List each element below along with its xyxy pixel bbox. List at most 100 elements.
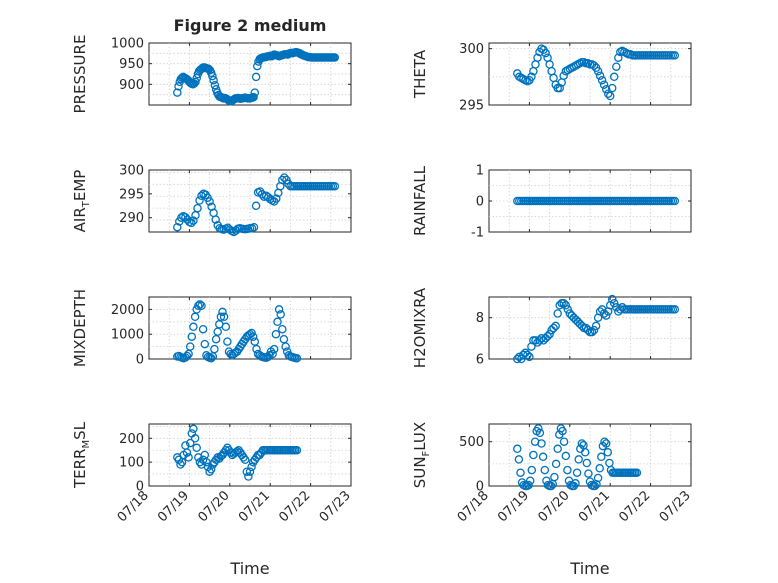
data-point	[513, 444, 522, 454]
data-point	[248, 332, 258, 341]
y-axis-label: SUNFLUX	[411, 422, 432, 488]
x-tick-label: 07/23	[317, 488, 354, 525]
data-point	[592, 479, 601, 489]
data-point	[249, 222, 259, 232]
data-point	[182, 448, 192, 457]
data-point	[577, 439, 587, 448]
y-tick-label: 0	[476, 195, 484, 210]
data-point	[292, 445, 302, 455]
data-point	[535, 428, 545, 438]
data-point	[274, 305, 284, 314]
data-point	[271, 329, 281, 339]
data-point	[607, 83, 617, 93]
data-point	[192, 443, 201, 453]
data-point	[173, 222, 182, 232]
data-point	[292, 354, 302, 363]
data-point	[250, 337, 260, 346]
data-point	[561, 301, 571, 310]
x-tick-label: 07/22	[616, 488, 653, 525]
subplot-rainfall: -1 0 1 RAINFALL	[411, 164, 692, 241]
y-tick-label: 1000	[111, 328, 144, 343]
data-point	[525, 352, 534, 362]
data-point	[559, 437, 569, 446]
data-point	[582, 458, 592, 468]
y-axis-label: MIXDEPTH	[71, 289, 89, 367]
data-point	[558, 426, 567, 436]
data-point	[561, 451, 571, 461]
data-point	[198, 324, 208, 334]
x-tick-label: 07/23	[657, 488, 694, 525]
data-point	[534, 424, 543, 433]
y-tick-label: 295	[119, 187, 144, 202]
data-point	[211, 215, 220, 224]
data-point	[533, 53, 542, 62]
data-point	[513, 354, 522, 364]
data-point	[597, 452, 606, 462]
data-point	[517, 354, 526, 364]
data-point	[670, 305, 680, 314]
data-point	[524, 480, 533, 490]
y-tick-label: 300	[459, 42, 484, 57]
data-point	[272, 194, 281, 203]
y-tick-label: 300	[119, 164, 144, 179]
data-point	[242, 467, 252, 476]
data-point	[176, 460, 185, 469]
data-point	[607, 294, 617, 304]
data-point	[195, 300, 205, 309]
y-axis-label: TERRMSL	[71, 421, 92, 489]
data-point	[595, 464, 604, 473]
data-point	[523, 350, 532, 360]
data-point	[273, 317, 282, 327]
data-point	[550, 472, 559, 482]
data-point	[590, 481, 600, 491]
data-point	[194, 301, 203, 310]
x-tick-label: 07/21	[576, 488, 613, 525]
data-point	[632, 468, 642, 477]
subplot-air-temp: 290 295 300 AIRTEMP	[71, 164, 352, 237]
data-point	[206, 354, 216, 363]
data-point	[195, 196, 204, 205]
x-tick-label: 07/20	[536, 488, 573, 525]
data-point	[218, 307, 227, 317]
data-point	[571, 479, 580, 488]
data-point	[210, 344, 219, 354]
subplot-mixdepth: 0 1000 2000 MIXDEPTH	[71, 289, 352, 368]
data-point	[208, 71, 217, 81]
x-axis-label: Time	[229, 559, 269, 578]
data-point	[670, 196, 680, 206]
data-point	[529, 450, 538, 460]
y-tick-label: 1000	[111, 37, 144, 52]
data-point	[551, 459, 561, 469]
data-point	[189, 424, 198, 434]
data-point	[593, 473, 603, 483]
data-point	[545, 329, 554, 339]
data-point	[583, 325, 593, 335]
x-tick-label: 07/22	[276, 488, 313, 525]
data-point	[612, 62, 621, 71]
y-axis-label: AIRTEMP	[71, 170, 92, 233]
axes-background	[148, 296, 352, 360]
data-point	[216, 312, 226, 322]
x-axis-label: Time	[569, 559, 609, 578]
data-point	[251, 201, 261, 211]
subplot-h2omixra: 6 8 H2OMIXRA	[411, 287, 692, 368]
data-point	[278, 324, 287, 334]
data-point	[543, 332, 552, 341]
data-point	[603, 448, 613, 457]
data-point	[189, 322, 198, 332]
y-tick-label: 950	[119, 57, 144, 72]
data-point	[219, 312, 229, 322]
data-point	[601, 311, 611, 320]
data-point	[197, 301, 206, 310]
data-point	[239, 453, 248, 462]
subplot-pressure: 900 950 1000 PRESSURE Figure 2 medium	[71, 16, 352, 113]
data-point	[559, 298, 568, 308]
data-point	[601, 84, 611, 94]
y-tick-label: 0	[476, 480, 484, 495]
data-point	[595, 71, 605, 80]
data-point	[525, 476, 535, 485]
data-point	[609, 72, 619, 82]
data-point	[185, 342, 195, 351]
data-point	[205, 197, 214, 206]
